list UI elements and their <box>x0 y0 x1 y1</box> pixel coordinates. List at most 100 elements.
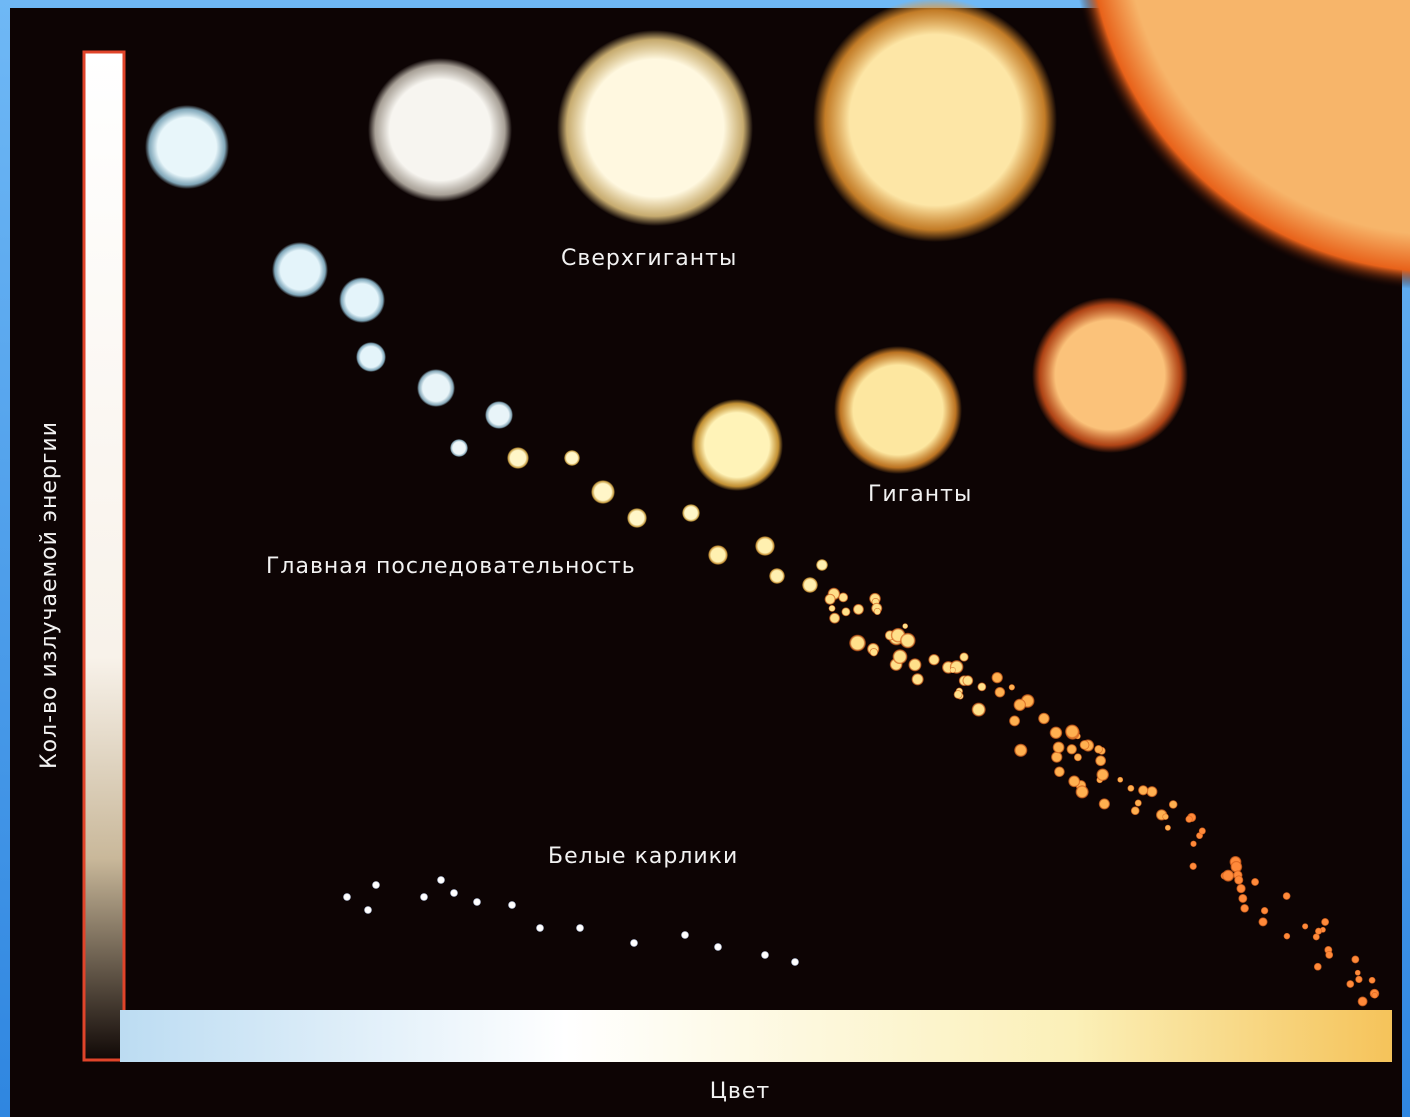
star <box>681 931 689 939</box>
star <box>576 924 584 932</box>
star <box>1054 766 1065 777</box>
star <box>1138 785 1149 796</box>
star <box>1314 963 1322 971</box>
star <box>1355 970 1361 976</box>
star <box>1169 800 1178 809</box>
star <box>356 342 386 372</box>
star <box>1302 923 1308 929</box>
star <box>1074 753 1082 761</box>
star <box>1162 813 1169 820</box>
star <box>1131 806 1140 815</box>
star <box>828 605 835 612</box>
star <box>708 545 728 565</box>
star <box>994 687 1005 698</box>
star <box>971 702 986 717</box>
star <box>874 608 882 616</box>
star <box>853 604 864 615</box>
supergiants-label: Сверхгиганты <box>561 246 737 271</box>
star <box>1013 698 1026 711</box>
star <box>1371 992 1378 999</box>
star <box>485 401 513 429</box>
star <box>691 399 783 491</box>
star <box>869 648 878 657</box>
star <box>591 480 615 504</box>
star <box>450 439 468 457</box>
star <box>892 649 907 664</box>
star <box>1355 976 1363 984</box>
star <box>1065 724 1080 739</box>
star <box>950 667 956 673</box>
star <box>1165 825 1171 831</box>
star <box>364 906 372 914</box>
star <box>1321 918 1329 926</box>
star <box>829 612 840 623</box>
star <box>1066 744 1077 755</box>
star <box>1049 726 1062 739</box>
star <box>991 672 1003 684</box>
star <box>1094 745 1103 754</box>
y-axis-label: Кол-во излучаемой энергии <box>37 421 62 769</box>
star <box>849 634 866 651</box>
star <box>1038 712 1050 724</box>
star <box>145 105 229 189</box>
star <box>339 277 385 323</box>
star <box>1099 798 1111 810</box>
star <box>1052 741 1064 753</box>
star <box>769 568 785 584</box>
star <box>1068 775 1080 787</box>
star <box>372 881 380 889</box>
star <box>343 893 351 901</box>
star <box>824 594 836 606</box>
star <box>841 607 850 616</box>
x-axis-label: Цвет <box>710 1079 770 1104</box>
star <box>1222 869 1235 882</box>
star <box>953 690 962 699</box>
star <box>802 577 818 593</box>
star <box>813 0 1057 242</box>
star <box>1357 996 1367 1006</box>
star <box>755 536 775 556</box>
star <box>714 943 722 951</box>
star <box>564 450 580 466</box>
star <box>962 675 973 686</box>
star <box>420 893 428 901</box>
star <box>1117 777 1123 783</box>
x-axis-bar <box>120 1010 1392 1062</box>
star <box>1127 785 1134 792</box>
star <box>1251 878 1259 886</box>
star <box>911 673 924 686</box>
star <box>417 369 455 407</box>
star <box>834 346 962 474</box>
star <box>1032 297 1188 453</box>
star <box>437 876 445 884</box>
star <box>1075 785 1089 799</box>
star <box>1199 827 1206 834</box>
y-axis-bar <box>84 52 124 1060</box>
star <box>507 447 529 469</box>
star <box>536 924 544 932</box>
star <box>908 658 922 672</box>
star <box>1238 894 1247 903</box>
star <box>1096 768 1109 781</box>
star <box>450 889 458 897</box>
star <box>902 623 908 629</box>
star <box>1095 755 1106 766</box>
star <box>272 242 328 298</box>
white-dwarfs-label: Белые карлики <box>548 844 738 869</box>
star <box>1261 907 1269 915</box>
star <box>1315 927 1322 934</box>
star <box>627 508 647 528</box>
star <box>791 958 799 966</box>
star <box>1240 904 1249 913</box>
star <box>1135 799 1142 806</box>
star <box>1185 815 1193 823</box>
star <box>1014 743 1028 757</box>
star <box>1079 740 1089 750</box>
star <box>1009 715 1020 726</box>
star <box>928 654 940 666</box>
star <box>959 652 969 662</box>
diagram: Сверхгиганты Гиганты Главная последовате… <box>0 0 1410 1117</box>
star <box>1283 933 1290 940</box>
star <box>761 951 769 959</box>
star <box>1009 684 1016 691</box>
